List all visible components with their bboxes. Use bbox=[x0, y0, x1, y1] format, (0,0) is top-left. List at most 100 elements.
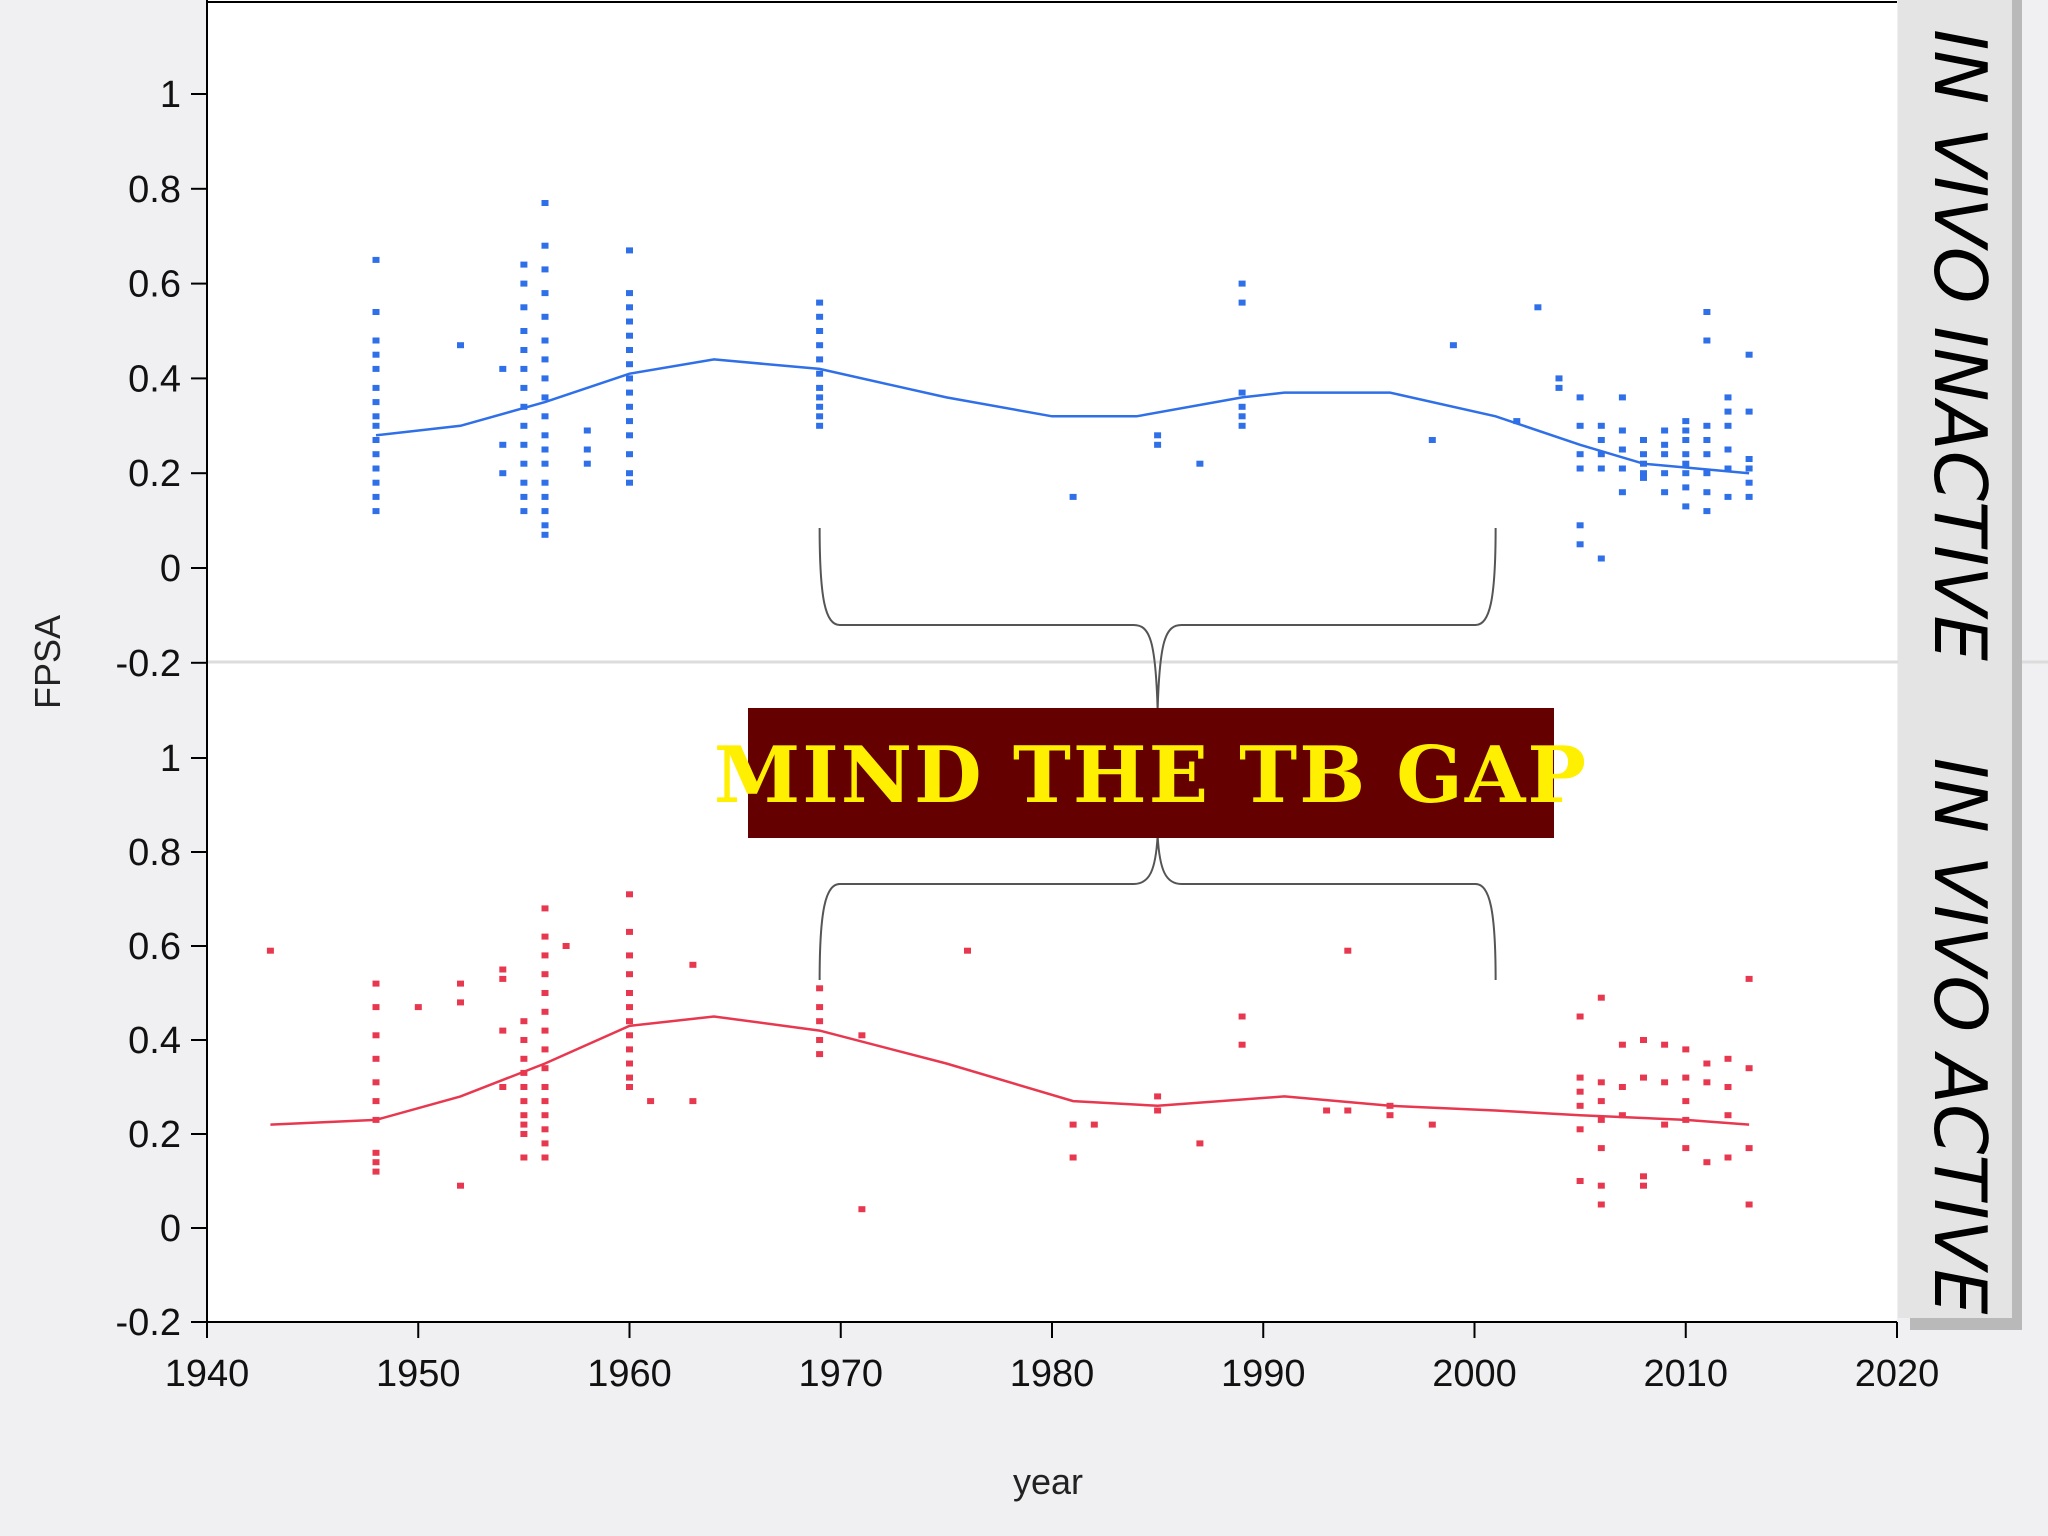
x-tick-label: 1960 bbox=[587, 1353, 672, 1395]
data-point bbox=[1196, 1140, 1204, 1147]
data-point bbox=[499, 1027, 507, 1034]
gap-banner-text: MIND THE TB GAP bbox=[714, 730, 1588, 821]
data-point bbox=[626, 318, 633, 325]
data-point bbox=[1576, 394, 1584, 401]
data-point bbox=[1745, 408, 1753, 415]
y-tick-label: -0.2 bbox=[116, 1302, 181, 1344]
data-point bbox=[541, 1027, 549, 1034]
data-point bbox=[372, 493, 380, 500]
data-point bbox=[1661, 441, 1669, 448]
data-point bbox=[541, 971, 549, 978]
data-point bbox=[1576, 1126, 1584, 1133]
x-tick-label: 2010 bbox=[1643, 1353, 1728, 1395]
data-point bbox=[541, 1140, 549, 1147]
data-point bbox=[499, 975, 507, 982]
data-point bbox=[372, 1149, 380, 1156]
y-tick-label: 0 bbox=[160, 548, 181, 590]
data-point bbox=[1682, 460, 1690, 467]
x-tick-label: 2000 bbox=[1432, 1353, 1517, 1395]
data-point bbox=[626, 1084, 633, 1090]
data-point bbox=[1069, 1121, 1077, 1128]
inactive-points bbox=[372, 200, 1753, 562]
data-point bbox=[816, 1051, 824, 1058]
data-point bbox=[1069, 1154, 1077, 1161]
data-point bbox=[1513, 418, 1521, 425]
y-tick-label: 0.6 bbox=[128, 264, 181, 306]
x-axis-ticks: 1940 1950 1960 1970 1980 1990 2000 2010 2020 bbox=[165, 1322, 1940, 1395]
data-point bbox=[520, 479, 528, 486]
data-point bbox=[647, 1098, 655, 1105]
data-point bbox=[1618, 1112, 1626, 1119]
data-point bbox=[541, 508, 549, 515]
data-point bbox=[1703, 508, 1711, 515]
data-point bbox=[1238, 1013, 1246, 1020]
data-point bbox=[1597, 1201, 1605, 1208]
data-point bbox=[1618, 1084, 1626, 1090]
data-point bbox=[1640, 470, 1647, 477]
data-point bbox=[372, 1032, 380, 1039]
y-tick-label: 0.2 bbox=[128, 453, 181, 495]
data-point bbox=[520, 328, 528, 334]
data-point bbox=[372, 384, 380, 391]
data-point bbox=[626, 290, 633, 297]
y-axis-ticks-top: -0.2 0 0.2 0.4 0.6 0.8 1 bbox=[116, 74, 207, 685]
data-point bbox=[1154, 441, 1162, 448]
data-point bbox=[520, 1121, 528, 1128]
data-point bbox=[1703, 337, 1711, 344]
data-point bbox=[1703, 1079, 1711, 1086]
data-point bbox=[626, 1018, 633, 1025]
data-point bbox=[1344, 1107, 1352, 1114]
data-point bbox=[1640, 1173, 1647, 1180]
data-point bbox=[372, 422, 380, 429]
y-tick-label: 0.6 bbox=[128, 926, 181, 968]
data-point bbox=[626, 990, 633, 996]
data-point bbox=[1618, 394, 1626, 401]
data-point bbox=[626, 1046, 633, 1053]
data-point bbox=[1618, 446, 1626, 453]
y-tick-label: 0.4 bbox=[128, 1020, 181, 1062]
data-point bbox=[520, 1098, 528, 1105]
data-point bbox=[541, 460, 549, 467]
y-tick-label: 0 bbox=[160, 1208, 181, 1250]
y-tick-label: 0.4 bbox=[128, 358, 181, 400]
data-point bbox=[499, 470, 507, 477]
data-point bbox=[372, 980, 380, 987]
data-point bbox=[626, 928, 633, 935]
data-point bbox=[1069, 493, 1077, 500]
data-point bbox=[1618, 489, 1626, 496]
data-point bbox=[1682, 484, 1690, 491]
data-point bbox=[1682, 1145, 1690, 1152]
data-point bbox=[541, 531, 549, 538]
data-point bbox=[1703, 470, 1711, 477]
data-point bbox=[541, 413, 549, 420]
data-point bbox=[626, 479, 633, 486]
data-point bbox=[1597, 465, 1605, 472]
data-point bbox=[1682, 437, 1690, 443]
panel-inactive bbox=[372, 200, 1753, 562]
data-point bbox=[816, 1018, 824, 1025]
data-point bbox=[1724, 1084, 1732, 1090]
data-point bbox=[816, 985, 824, 992]
data-point bbox=[1576, 451, 1584, 458]
data-point bbox=[372, 399, 380, 406]
x-tick-label: 2020 bbox=[1855, 1353, 1940, 1395]
data-point bbox=[541, 1112, 549, 1119]
data-point bbox=[1597, 555, 1605, 562]
data-point bbox=[626, 1074, 633, 1081]
data-point bbox=[541, 290, 549, 297]
data-point bbox=[1661, 1079, 1669, 1086]
data-point bbox=[626, 389, 633, 396]
x-tick-label: 1940 bbox=[165, 1353, 250, 1395]
data-point bbox=[1576, 422, 1584, 429]
data-point bbox=[816, 328, 824, 334]
data-point bbox=[626, 1004, 633, 1011]
data-point bbox=[816, 1037, 824, 1043]
y-axis-title: FPSA bbox=[27, 615, 68, 709]
data-point bbox=[541, 375, 549, 382]
data-point bbox=[541, 1008, 549, 1015]
data-point bbox=[1555, 375, 1563, 382]
data-point bbox=[372, 1159, 380, 1166]
y-axis-ticks-bottom: -0.2 0 0.2 0.4 0.6 0.8 1 bbox=[116, 738, 207, 1344]
data-point bbox=[1154, 1093, 1162, 1100]
data-point bbox=[372, 365, 380, 372]
